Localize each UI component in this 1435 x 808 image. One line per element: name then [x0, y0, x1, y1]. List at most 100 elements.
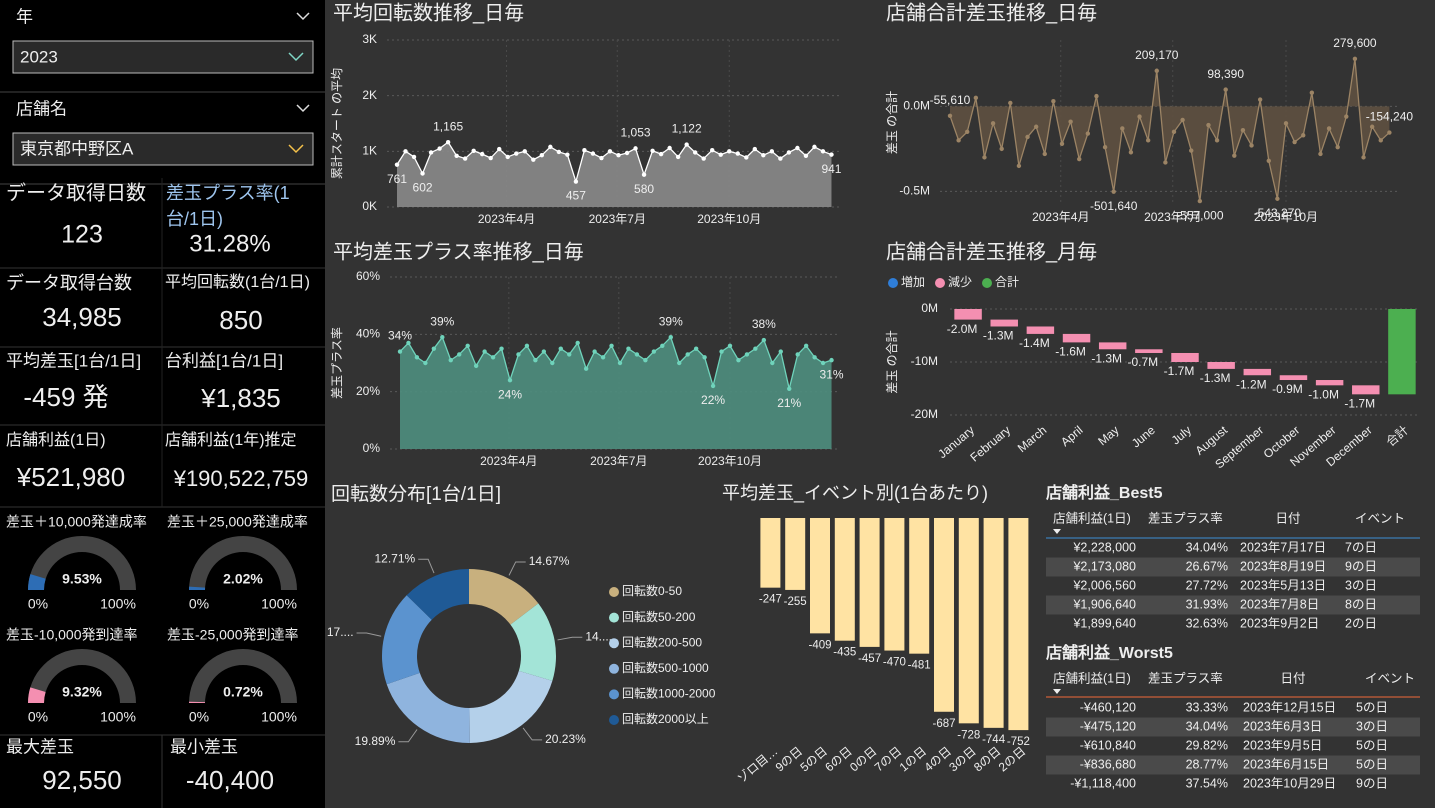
dropdown-value: 2023	[20, 47, 58, 66]
point	[820, 149, 826, 154]
dropdown[interactable]	[12, 40, 314, 74]
kpi-label: 店舗利益(1日)	[6, 431, 106, 449]
column-header: 店舗利益(1日)	[1053, 671, 1131, 685]
gauge-max: 100%	[100, 709, 136, 725]
chevron	[296, 12, 310, 21]
point	[600, 355, 606, 360]
y-axis-label: 差玉 の合計	[884, 330, 899, 393]
point	[590, 151, 596, 156]
gauge-min: 0%	[189, 596, 209, 612]
gauge-min: 0%	[189, 709, 209, 725]
gauge-min: 0%	[28, 596, 48, 612]
column-header: 日付	[1275, 511, 1300, 525]
y-tick-label: 0%	[363, 441, 381, 455]
data-label: 31%	[820, 367, 844, 381]
column-header: 日付	[1280, 671, 1305, 685]
point	[414, 355, 420, 360]
point	[457, 352, 462, 357]
data-label: -0.9M	[1272, 382, 1303, 396]
point	[956, 138, 961, 143]
kpi-label: 最大差玉	[6, 737, 74, 756]
leader-line	[418, 558, 435, 574]
point	[1137, 114, 1142, 119]
table-cell: 5の日	[1356, 757, 1388, 771]
kpi-label: 差玉プラス率(1台/1日)	[166, 183, 290, 229]
point	[787, 386, 792, 391]
point	[744, 352, 750, 357]
gauge-max: 100%	[100, 596, 136, 612]
bar	[990, 319, 1018, 327]
point	[727, 343, 733, 348]
x-tick-label: 2023年4月	[1032, 210, 1089, 224]
point	[397, 349, 403, 354]
point	[667, 145, 672, 151]
data-label: -154,240	[1366, 110, 1414, 124]
table-cell: ¥1,906,640	[1072, 597, 1136, 611]
data-label: 209,170	[1135, 48, 1179, 62]
chart-title: 平均差玉_イベント別(1台あたり)	[722, 483, 988, 504]
x-tick-label: 2023年7月	[590, 454, 647, 468]
point	[1051, 99, 1056, 104]
slice	[406, 569, 469, 620]
point	[829, 152, 834, 157]
point	[1077, 156, 1082, 162]
bar	[1008, 518, 1029, 731]
point	[643, 357, 648, 363]
point	[1232, 153, 1237, 158]
data-label: 941	[821, 162, 841, 176]
point	[1283, 121, 1289, 126]
data-label: 21%	[777, 396, 801, 410]
table-cell: 2023年7月8日	[1240, 597, 1319, 611]
table-cell: 2の日	[1345, 616, 1377, 630]
dropdown-value: 東京都中野区A	[20, 139, 134, 158]
data-label: -470	[883, 657, 906, 669]
y-tick-label: -10M	[911, 354, 938, 368]
point	[531, 157, 536, 162]
table-cell: 2023年6月15日	[1243, 757, 1329, 771]
bar	[934, 518, 954, 712]
point	[539, 153, 545, 158]
data-label: -409	[808, 639, 831, 651]
legend-label: 減少	[948, 274, 972, 289]
table-cell: 33.33%	[1186, 700, 1228, 714]
point	[565, 152, 570, 157]
table-cell: 31.93%	[1186, 597, 1228, 611]
table-cell: ¥2,006,560	[1072, 578, 1136, 592]
data-label: 279,600	[1333, 36, 1377, 50]
leader-line	[522, 727, 543, 741]
kpi-value: 850	[219, 305, 262, 335]
kpi-value: -459 発	[23, 382, 108, 412]
point	[702, 355, 707, 360]
y-tick-label: 1K	[362, 144, 377, 158]
table-cell: -¥836,680	[1080, 757, 1136, 771]
point	[675, 154, 681, 160]
point	[1180, 117, 1185, 123]
column-header: 差玉プラス率	[1148, 511, 1223, 525]
point	[1335, 144, 1340, 150]
bar	[760, 518, 781, 588]
point	[462, 156, 468, 161]
column-header: イベント	[1365, 671, 1415, 685]
dropdown[interactable]	[12, 132, 314, 166]
point	[660, 343, 665, 348]
slice	[381, 595, 432, 685]
data-label: -0.7M	[1128, 355, 1159, 369]
data-label: -543,270	[1254, 206, 1302, 220]
point	[1094, 93, 1099, 99]
point	[1171, 129, 1177, 135]
bar	[1098, 342, 1127, 350]
point	[634, 352, 640, 357]
point	[1326, 126, 1332, 131]
point	[761, 153, 766, 158]
y-tick-label: 0K	[362, 199, 377, 213]
point	[533, 357, 538, 363]
y-tick-label: 0M	[921, 301, 938, 315]
bar	[954, 309, 982, 320]
point	[541, 349, 547, 354]
kpi-label-box: 差玉プラス率(1台/1日)	[166, 183, 290, 229]
bar	[1352, 385, 1380, 395]
row-stripe	[1046, 717, 1420, 737]
kpi-value: ¥190,522,759	[173, 466, 309, 491]
legend-marker	[609, 663, 619, 674]
gauge-track	[28, 649, 136, 703]
